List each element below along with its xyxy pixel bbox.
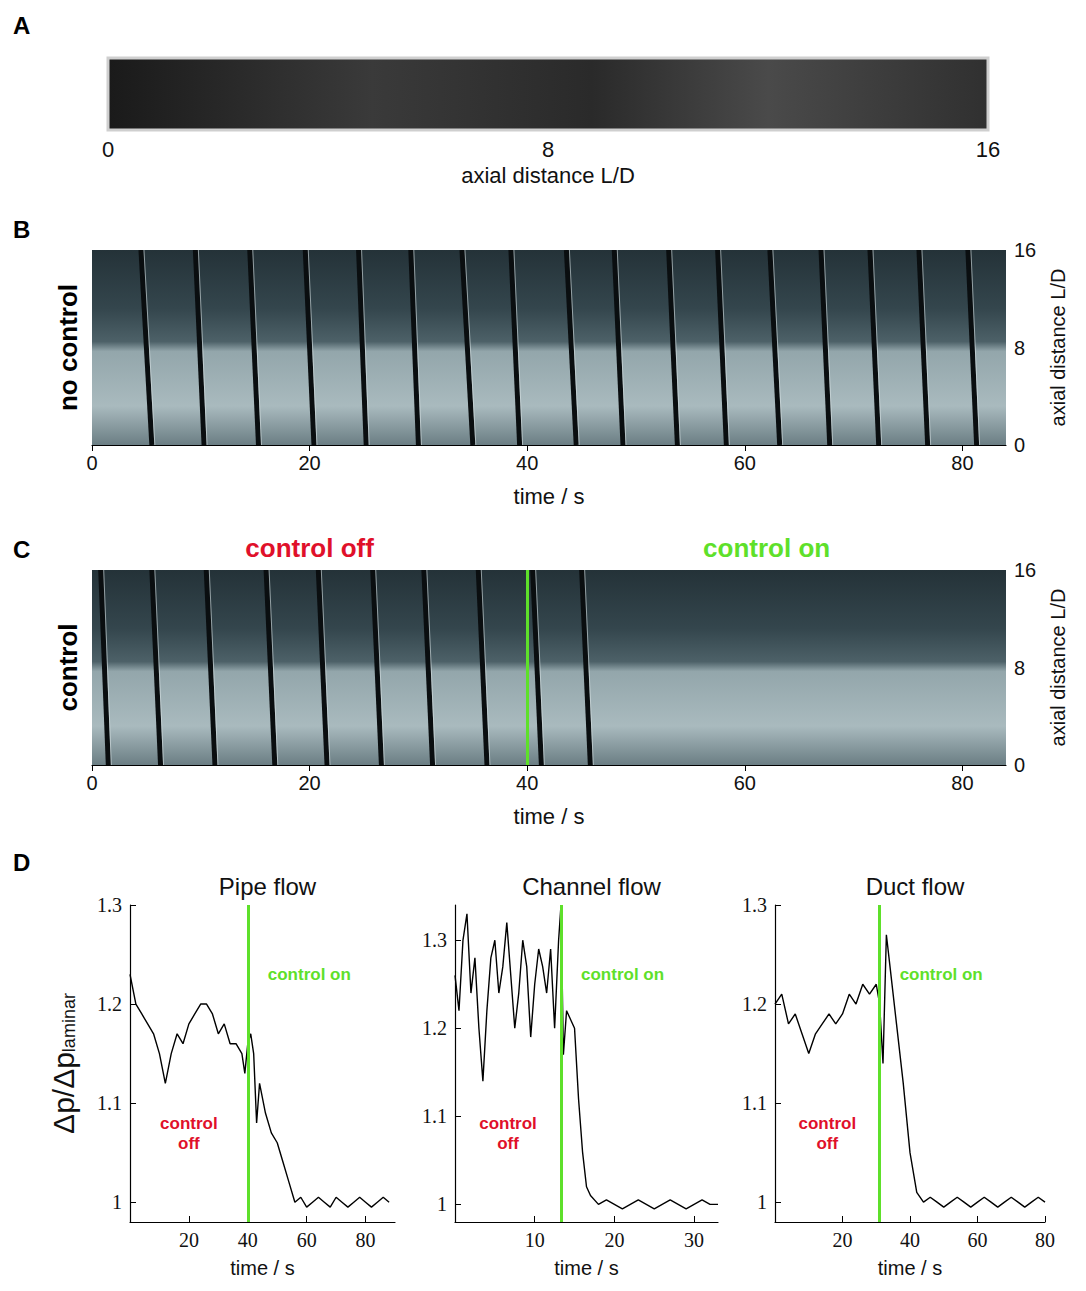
- svg-text:control off: control off: [245, 533, 374, 563]
- svg-text:control: control: [799, 1114, 857, 1133]
- svg-text:time / s: time / s: [514, 484, 585, 509]
- svg-text:control on: control on: [703, 533, 830, 563]
- svg-text:Δp/Δp: Δp/Δp: [47, 1052, 80, 1134]
- svg-text:axial distance L/D: axial distance L/D: [1047, 589, 1069, 747]
- svg-text:D: D: [13, 849, 30, 876]
- svg-text:40: 40: [516, 772, 538, 794]
- svg-text:80: 80: [951, 452, 973, 474]
- svg-text:axial distance L/D: axial distance L/D: [1047, 269, 1069, 427]
- svg-text:time / s: time / s: [878, 1257, 942, 1279]
- svg-text:60: 60: [297, 1229, 317, 1251]
- svg-text:80: 80: [356, 1229, 376, 1251]
- svg-text:1.3: 1.3: [742, 894, 767, 916]
- svg-text:1: 1: [757, 1191, 767, 1213]
- svg-text:0: 0: [86, 772, 97, 794]
- svg-text:40: 40: [900, 1229, 920, 1251]
- svg-text:time / s: time / s: [514, 804, 585, 829]
- svg-text:80: 80: [1035, 1229, 1055, 1251]
- svg-text:Duct flow: Duct flow: [866, 873, 965, 900]
- svg-text:1.2: 1.2: [422, 1017, 447, 1039]
- svg-text:8: 8: [1014, 337, 1025, 359]
- svg-text:1.1: 1.1: [422, 1105, 447, 1127]
- svg-text:40: 40: [238, 1229, 258, 1251]
- svg-text:time / s: time / s: [554, 1257, 618, 1279]
- svg-text:axial distance L/D: axial distance L/D: [461, 163, 635, 188]
- svg-text:60: 60: [968, 1229, 988, 1251]
- svg-text:laminar: laminar: [59, 993, 79, 1052]
- svg-text:20: 20: [298, 772, 320, 794]
- svg-text:16: 16: [976, 137, 1000, 162]
- svg-text:1: 1: [437, 1193, 447, 1215]
- svg-text:control: control: [160, 1114, 218, 1133]
- svg-text:0: 0: [1014, 434, 1025, 456]
- svg-text:60: 60: [734, 772, 756, 794]
- svg-text:control on: control on: [900, 965, 983, 984]
- svg-text:1.2: 1.2: [97, 993, 122, 1015]
- svg-text:60: 60: [734, 452, 756, 474]
- svg-text:off: off: [497, 1134, 519, 1153]
- svg-text:B: B: [13, 216, 30, 243]
- svg-text:control on: control on: [581, 965, 664, 984]
- svg-text:1: 1: [112, 1191, 122, 1213]
- svg-text:20: 20: [179, 1229, 199, 1251]
- svg-text:control: control: [479, 1114, 537, 1133]
- svg-text:40: 40: [516, 452, 538, 474]
- svg-text:no control: no control: [53, 284, 83, 411]
- svg-text:1.3: 1.3: [97, 894, 122, 916]
- svg-text:1.2: 1.2: [742, 993, 767, 1015]
- svg-text:20: 20: [833, 1229, 853, 1251]
- svg-text:80: 80: [951, 772, 973, 794]
- svg-text:Channel flow: Channel flow: [522, 873, 661, 900]
- svg-text:1.1: 1.1: [97, 1092, 122, 1114]
- svg-text:30: 30: [684, 1229, 704, 1251]
- svg-text:20: 20: [604, 1229, 624, 1251]
- svg-text:1.3: 1.3: [422, 929, 447, 951]
- svg-text:Pipe flow: Pipe flow: [219, 873, 317, 900]
- svg-text:control: control: [53, 623, 83, 711]
- svg-text:control on: control on: [268, 965, 351, 984]
- svg-text:20: 20: [298, 452, 320, 474]
- svg-text:C: C: [13, 536, 30, 563]
- svg-text:8: 8: [542, 137, 554, 162]
- svg-text:16: 16: [1014, 559, 1036, 581]
- svg-text:1.1: 1.1: [742, 1092, 767, 1114]
- svg-text:A: A: [13, 12, 30, 39]
- svg-text:0: 0: [1014, 754, 1025, 776]
- svg-text:off: off: [816, 1134, 838, 1153]
- svg-text:off: off: [178, 1134, 200, 1153]
- svg-text:0: 0: [102, 137, 114, 162]
- svg-text:0: 0: [86, 452, 97, 474]
- svg-text:time / s: time / s: [230, 1257, 294, 1279]
- svg-text:10: 10: [525, 1229, 545, 1251]
- svg-text:8: 8: [1014, 657, 1025, 679]
- svg-text:16: 16: [1014, 239, 1036, 261]
